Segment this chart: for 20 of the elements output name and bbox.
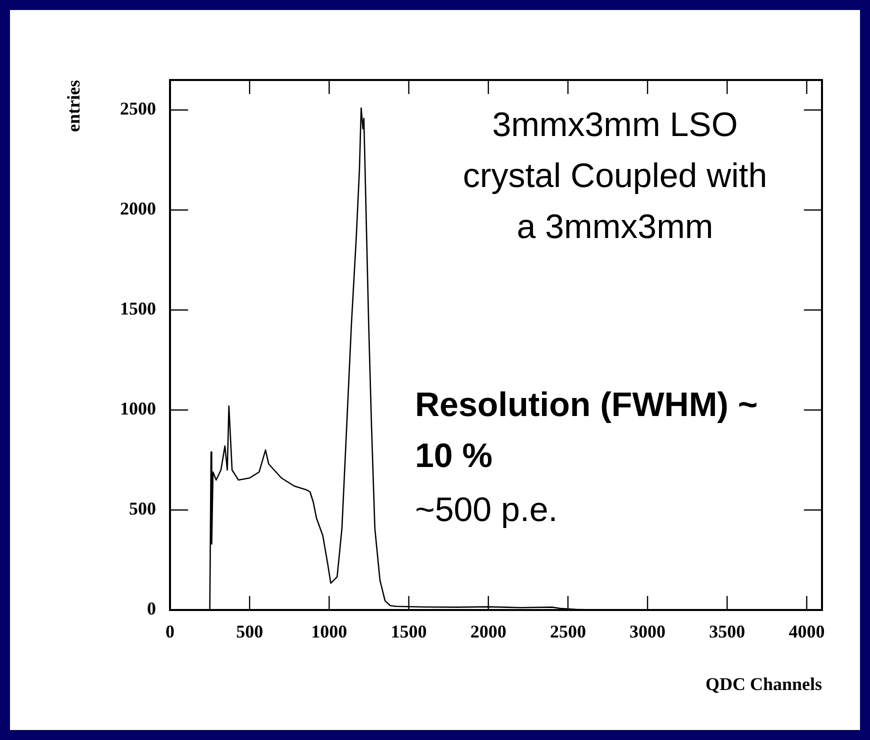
y-tick-label: 2000 <box>120 198 156 219</box>
x-tick-label: 3500 <box>709 621 746 642</box>
y-tick-label: 1500 <box>120 298 156 319</box>
annotation: Resolution (FWHM) ~ 10 % <box>415 385 759 477</box>
x-tick-label: 2000 <box>470 621 506 642</box>
y-tick-label: 1000 <box>120 398 156 419</box>
y-tick-label: 0 <box>147 598 156 619</box>
x-tick-label: 1500 <box>390 621 427 642</box>
x-tick-label: 3000 <box>630 621 666 642</box>
x-tick-label: 500 <box>236 621 264 642</box>
annotation: ~500 p.e. <box>415 490 559 531</box>
y-tick-label: 500 <box>129 498 156 519</box>
x-tick-label: 0 <box>166 621 174 642</box>
y-axis-title: entries <box>63 80 84 132</box>
x-tick-label: 2500 <box>550 621 586 642</box>
x-axis-title: QDC Channels <box>705 674 822 694</box>
annotation: 3mmx3mm LSO crystal Coupled with a 3mmx3mm <box>462 105 768 248</box>
y-tick-label: 2500 <box>120 98 156 119</box>
x-tick-label: 1000 <box>311 621 348 642</box>
x-tick-label: 4000 <box>788 621 825 642</box>
